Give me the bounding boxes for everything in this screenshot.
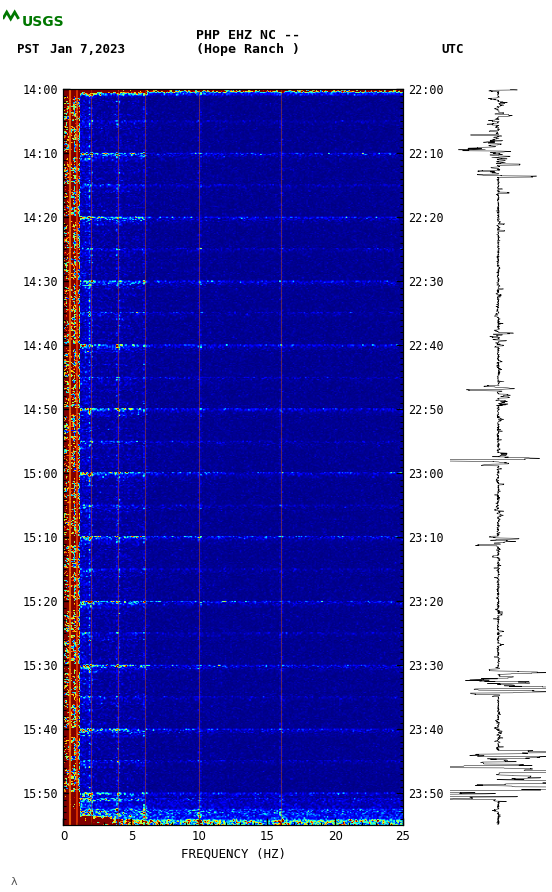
X-axis label: FREQUENCY (HZ): FREQUENCY (HZ)	[181, 847, 286, 860]
Text: USGS: USGS	[22, 15, 64, 29]
Text: PST: PST	[17, 43, 39, 56]
Text: Jan 7,2023: Jan 7,2023	[50, 43, 125, 56]
Text: PHP EHZ NC --: PHP EHZ NC --	[197, 29, 300, 42]
Text: (Hope Ranch ): (Hope Ranch )	[197, 43, 300, 56]
Text: UTC: UTC	[442, 43, 464, 56]
Text: λ: λ	[11, 877, 18, 887]
